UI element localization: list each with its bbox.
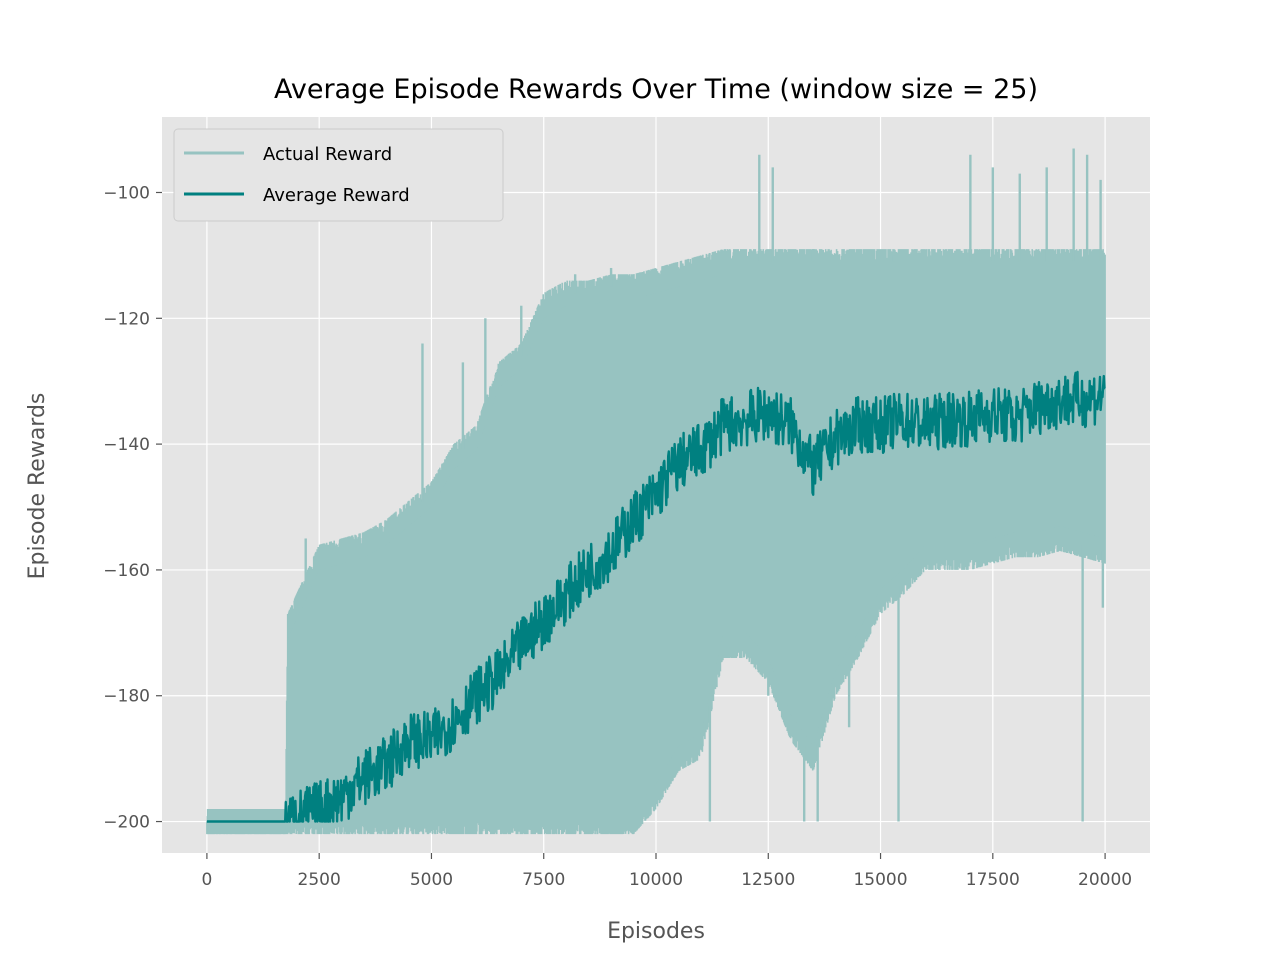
- average-reward-layer: [206, 370, 1106, 823]
- y-axis: −200 −180 −160 −140 −120 −100: [103, 183, 162, 833]
- y-tick-label: −140: [103, 435, 150, 455]
- x-tick-label: 10000: [629, 870, 683, 890]
- average-reward-line: [206, 370, 1106, 823]
- y-tick-label: −100: [103, 183, 150, 203]
- x-axis-label: Episodes: [607, 919, 705, 944]
- x-tick-label: 15000: [853, 870, 907, 890]
- legend: Actual Reward Average Reward: [173, 128, 504, 222]
- y-tick-label: −160: [103, 561, 150, 581]
- legend-label-actual-reward: Actual Reward: [263, 144, 392, 165]
- x-tick-label: 20000: [1078, 870, 1132, 890]
- chart-title: Average Episode Rewards Over Time (windo…: [274, 74, 1038, 105]
- y-tick-label: −120: [103, 309, 150, 329]
- x-tick-label: 5000: [410, 870, 453, 890]
- x-tick-label: 12500: [741, 870, 795, 890]
- x-tick-label: 2500: [298, 870, 341, 890]
- x-tick-label: 17500: [966, 870, 1020, 890]
- x-tick-label: 0: [201, 870, 212, 890]
- y-axis-label: Episode Rewards: [25, 393, 50, 580]
- legend-label-average-reward: Average Reward: [263, 185, 410, 206]
- y-tick-label: −200: [103, 813, 150, 833]
- legend-box: [173, 128, 504, 222]
- x-axis: 0 2500 5000 7500 10000 12500 15000 17500 20000: [201, 853, 1132, 890]
- y-tick-label: −180: [103, 687, 150, 707]
- x-tick-label: 7500: [522, 870, 565, 890]
